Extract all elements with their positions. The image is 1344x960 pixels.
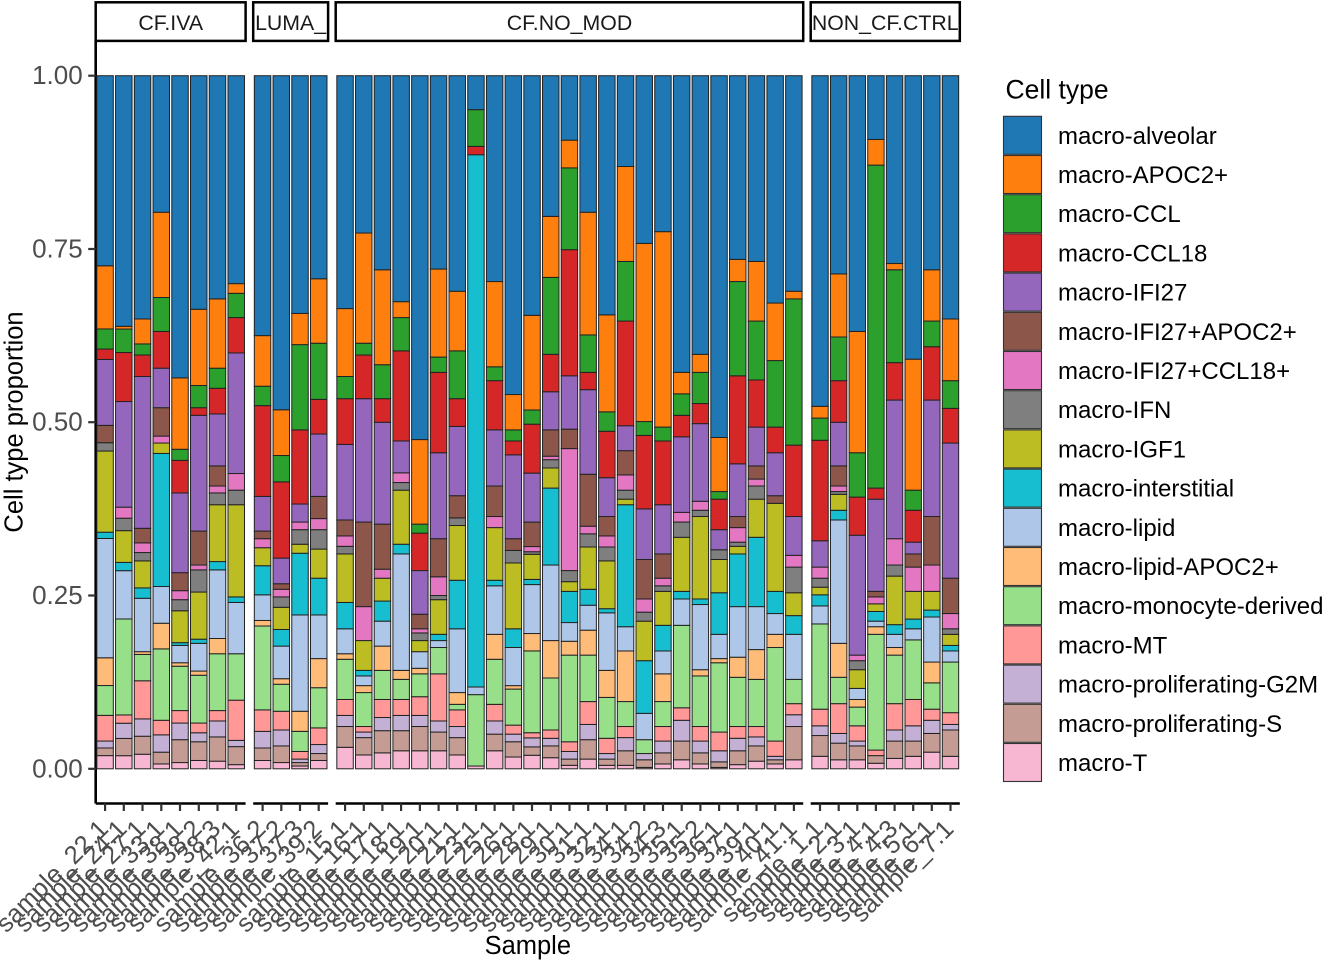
svg-text:macro-CCL: macro-CCL [1058,201,1181,228]
svg-text:0.00: 0.00 [32,753,83,783]
svg-text:macro-IGF1: macro-IGF1 [1058,436,1186,463]
svg-text:Sample: Sample [485,932,571,960]
svg-text:macro-IFI27: macro-IFI27 [1058,280,1187,307]
svg-text:macro-APOC2+: macro-APOC2+ [1058,162,1228,189]
svg-text:macro-IFN: macro-IFN [1058,397,1171,424]
svg-text:macro-lipid: macro-lipid [1058,515,1175,542]
svg-text:macro-monocyte-derived: macro-monocyte-derived [1058,593,1323,620]
svg-text:CF.IVA: CF.IVA [138,11,203,35]
svg-text:macro-IFI27+CCL18+: macro-IFI27+CCL18+ [1058,358,1290,385]
svg-text:1.00: 1.00 [32,60,83,90]
svg-text:macro-proliferating-S: macro-proliferating-S [1058,711,1282,738]
svg-text:0.25: 0.25 [32,580,83,610]
svg-text:0.75: 0.75 [32,234,83,264]
svg-text:Cell type proportion: Cell type proportion [1,311,29,532]
svg-text:macro-IFI27+APOC2+: macro-IFI27+APOC2+ [1058,319,1297,346]
svg-text:Cell type: Cell type [1006,75,1109,105]
svg-text:CF.NO_MOD: CF.NO_MOD [507,11,632,35]
svg-text:0.50: 0.50 [32,407,83,437]
svg-text:macro-proliferating-G2M: macro-proliferating-G2M [1058,672,1318,699]
svg-text:LUMA_: LUMA_ [255,11,327,35]
svg-text:macro-interstitial: macro-interstitial [1058,476,1234,503]
svg-text:macro-T: macro-T [1058,750,1148,777]
svg-text:macro-alveolar: macro-alveolar [1058,123,1217,150]
svg-text:macro-CCL18: macro-CCL18 [1058,240,1207,267]
svg-text:macro-MT: macro-MT [1058,632,1168,659]
svg-text:NON_CF.CTRL: NON_CF.CTRL [812,11,959,35]
svg-text:macro-lipid-APOC2+: macro-lipid-APOC2+ [1058,554,1279,581]
